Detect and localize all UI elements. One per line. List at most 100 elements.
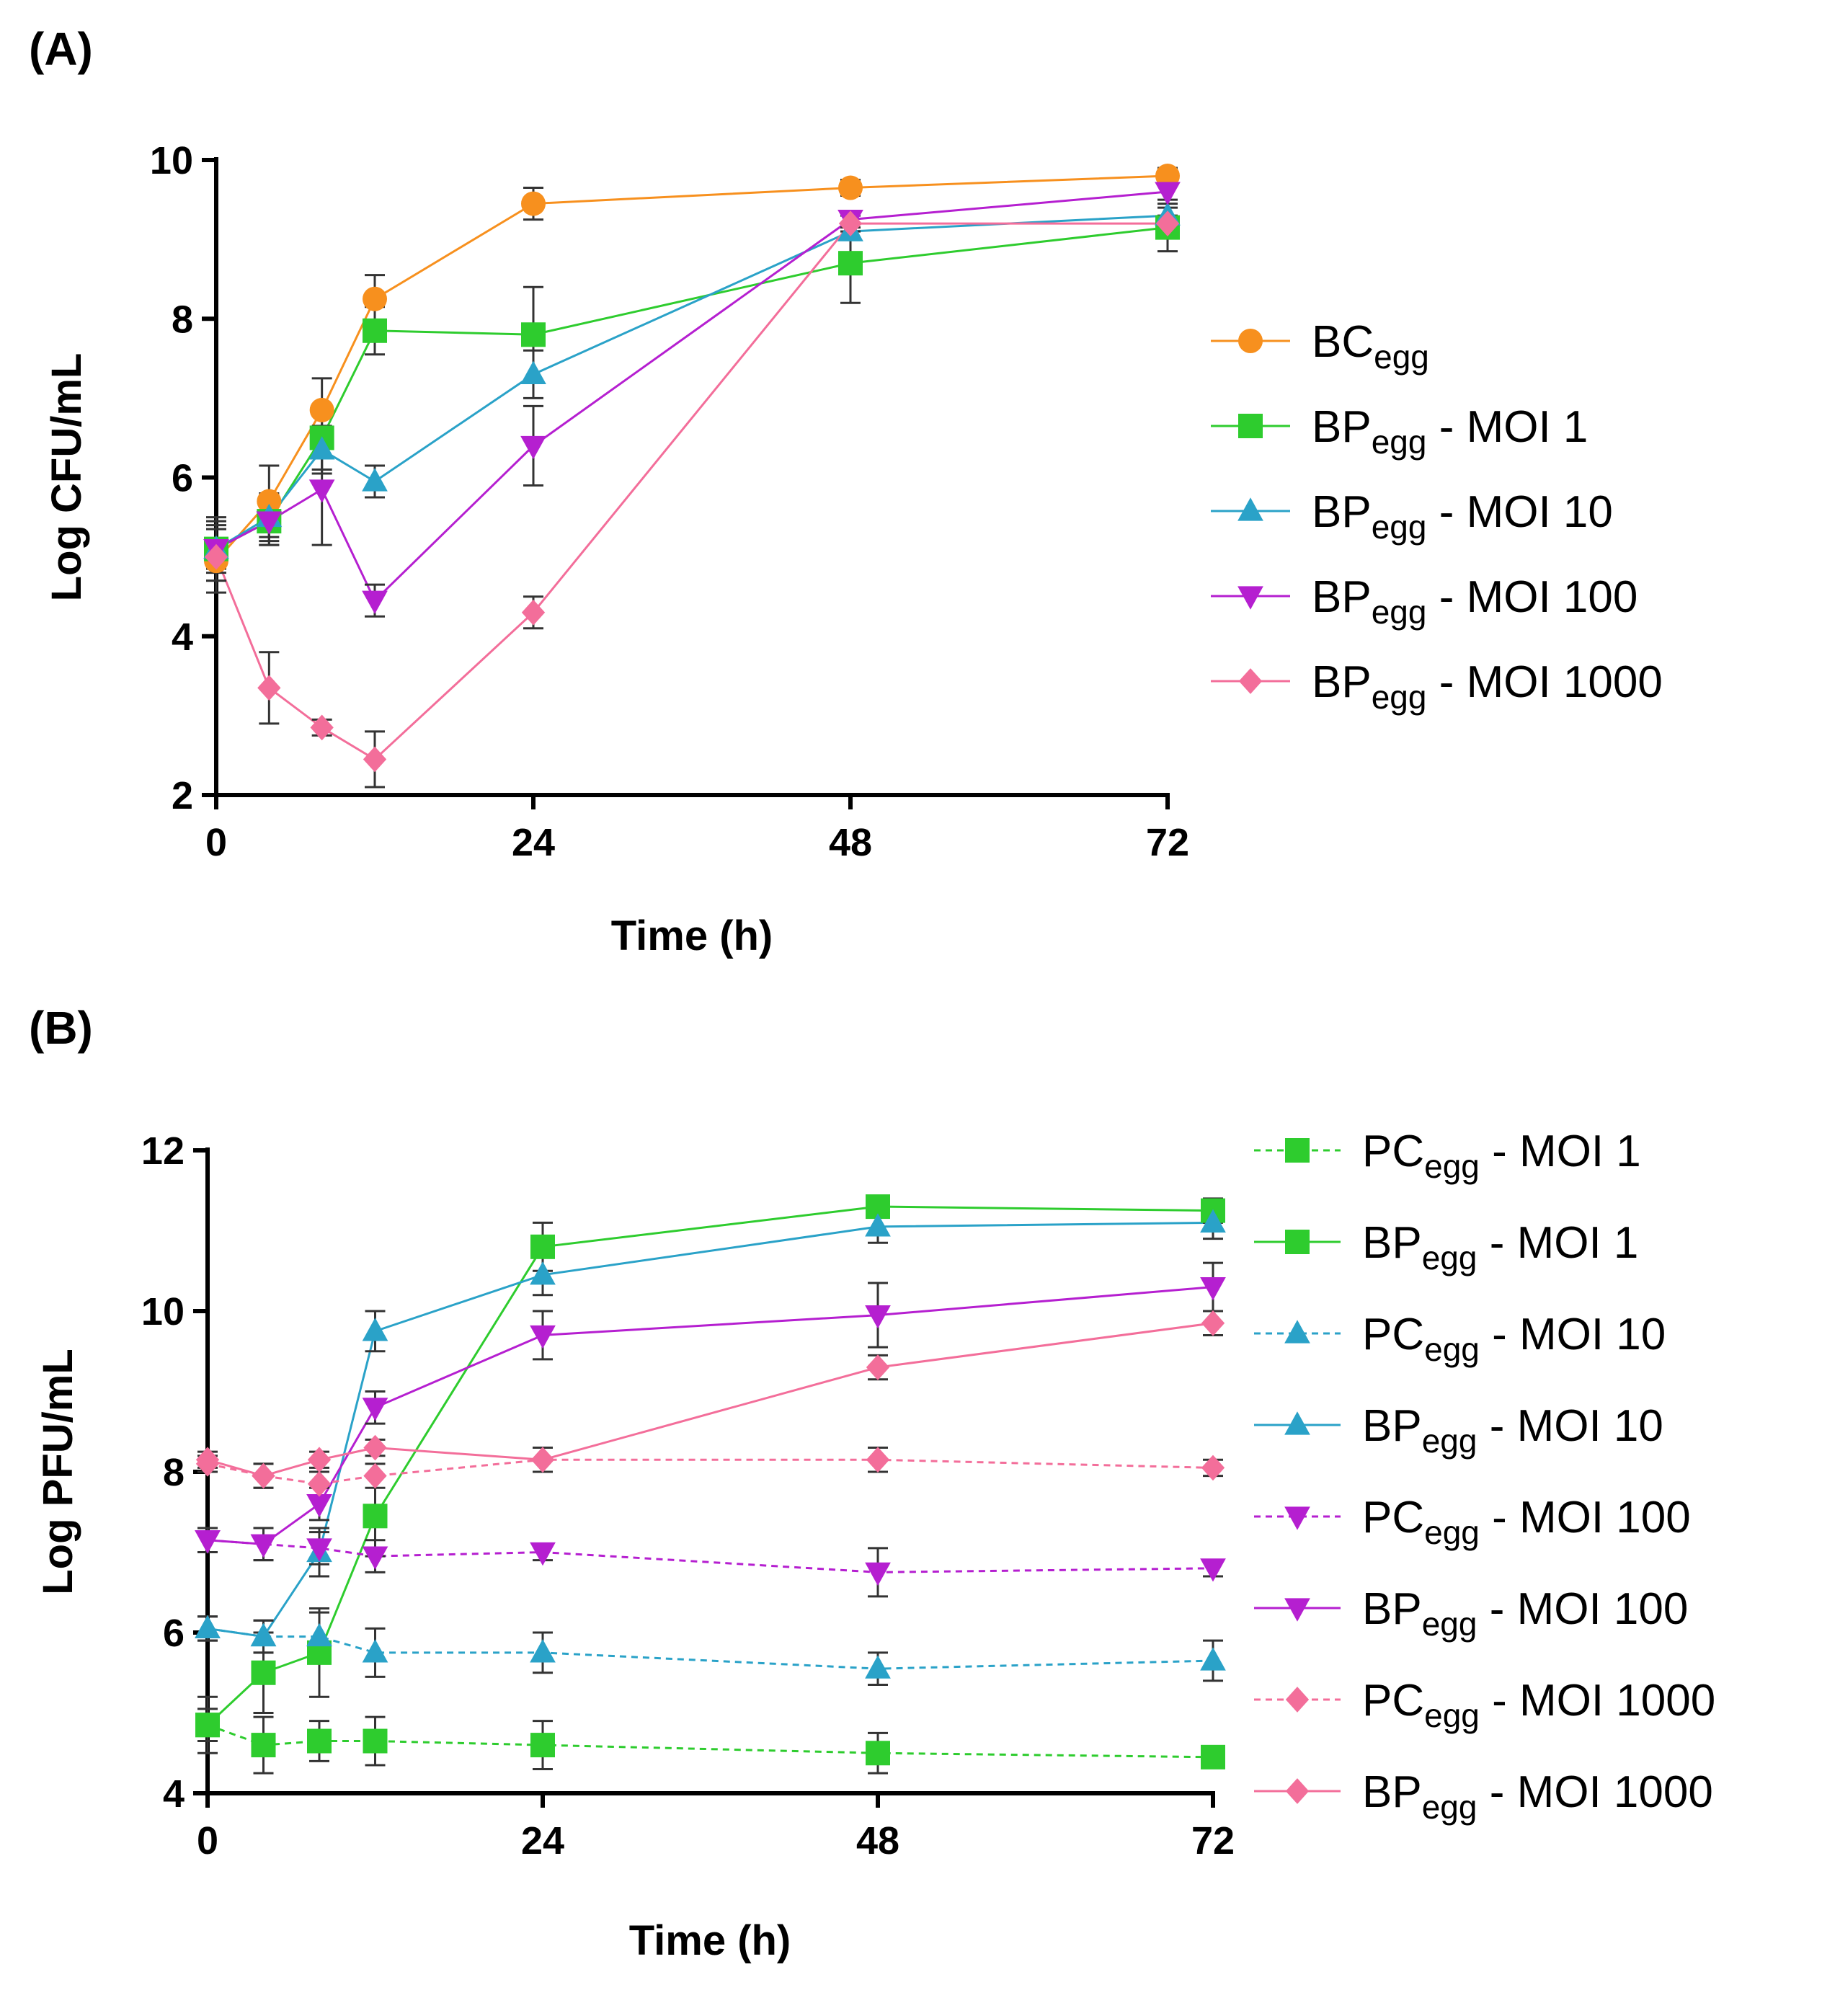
x-tick-label: 48 <box>829 821 872 864</box>
data-point <box>530 1447 555 1473</box>
data-point <box>865 1655 891 1679</box>
series-line <box>207 1458 1214 1486</box>
data-point <box>252 1462 275 1489</box>
data-point <box>363 1462 387 1489</box>
y-tick-label: 4 <box>172 616 193 659</box>
y-axis-title: Log CFU/mL <box>43 353 90 602</box>
data-point <box>530 1234 555 1259</box>
data-point <box>838 210 863 236</box>
legend-item: BCegg <box>1211 317 1429 376</box>
x-tick-label: 24 <box>512 821 555 864</box>
data-point <box>257 489 282 514</box>
data-point <box>251 1733 276 1758</box>
data-point <box>865 1305 891 1329</box>
y-tick-label: 10 <box>141 1290 185 1333</box>
data-point <box>1201 1455 1225 1481</box>
data-point <box>362 1639 388 1663</box>
series-line <box>207 1221 1214 1638</box>
legend-marker <box>1237 586 1263 610</box>
x-tick-label: 0 <box>205 821 227 864</box>
x-tick-label: 24 <box>521 1819 564 1862</box>
legend-marker <box>1238 414 1263 438</box>
data-point <box>1155 210 1180 236</box>
data-point <box>362 1398 388 1421</box>
legend-marker <box>1237 497 1263 521</box>
data-point <box>1200 1276 1226 1301</box>
legend-label: BPegg - MOI 1 <box>1362 1218 1638 1276</box>
data-point <box>362 468 388 492</box>
series-line <box>207 1286 1214 1545</box>
data-point <box>865 1213 891 1237</box>
legend-marker <box>1285 1230 1310 1254</box>
legend-label: BPegg - MOI 100 <box>1362 1584 1688 1643</box>
panel-label: (B) <box>29 1002 93 1054</box>
data-point <box>195 1530 221 1554</box>
x-axis-title: Time (h) <box>629 1917 791 1964</box>
y-tick-label: 8 <box>163 1451 185 1494</box>
data-point <box>195 1447 220 1473</box>
y-axis-title: Log PFU/mL <box>35 1349 81 1595</box>
data-point <box>195 1713 220 1738</box>
legend-item: BPegg - MOI 1 <box>1211 402 1588 461</box>
data-point <box>307 1470 332 1497</box>
data-point <box>1200 1209 1226 1233</box>
legend-marker <box>1284 1320 1310 1344</box>
data-point <box>363 1728 388 1754</box>
x-tick-label: 48 <box>856 1819 899 1862</box>
legend: BCegg BPegg - MOI 1 BPegg - MOI 10 BPegg - … <box>1211 317 1663 716</box>
legend-marker <box>1284 1598 1310 1622</box>
data-point <box>1200 1558 1226 1582</box>
data-point <box>250 1534 277 1558</box>
legend-item: BPegg - MOI 10 <box>1254 1401 1663 1460</box>
data-point <box>307 1447 332 1473</box>
data-point <box>1155 182 1181 205</box>
y-tick-label: 2 <box>172 774 193 817</box>
data-point <box>363 1434 387 1461</box>
legend-label: BPegg - MOI 1 <box>1312 402 1588 461</box>
data-point <box>309 397 334 422</box>
legend-marker <box>1285 1687 1310 1713</box>
legend-marker <box>1238 668 1263 694</box>
legend-item: BPegg - MOI 1 <box>1254 1218 1638 1276</box>
data-point <box>866 1354 890 1380</box>
data-point <box>521 322 546 347</box>
series-line <box>215 214 1168 550</box>
y-tick-label: 4 <box>163 1772 185 1816</box>
data-point <box>1200 1647 1226 1671</box>
data-point <box>866 1741 890 1766</box>
data-point <box>362 1546 388 1570</box>
legend-marker <box>1285 1138 1310 1163</box>
data-point <box>308 479 335 503</box>
data-point <box>306 1538 332 1562</box>
legend-item: BPegg - MOI 100 <box>1211 572 1637 631</box>
data-point <box>838 175 863 200</box>
data-point <box>195 1615 221 1639</box>
data-point <box>530 1542 556 1566</box>
series-line <box>207 1627 1214 1670</box>
data-point <box>251 1660 276 1685</box>
data-point <box>362 1318 388 1341</box>
data-point <box>204 543 228 570</box>
legend-marker <box>1284 1411 1310 1435</box>
legend-item: PCegg - MOI 1 <box>1254 1127 1641 1185</box>
data-point <box>363 318 387 343</box>
series-line <box>207 1723 1214 1759</box>
data-point <box>257 675 281 701</box>
y-tick-label: 8 <box>172 298 193 341</box>
legend-item: BPegg - MOI 10 <box>1211 487 1613 546</box>
x-tick-label: 72 <box>1191 1819 1235 1862</box>
data-point <box>530 1733 555 1758</box>
legend-label: BPegg - MOI 100 <box>1312 572 1637 631</box>
y-tick-label: 12 <box>141 1129 185 1173</box>
data-point <box>521 599 546 626</box>
series-line <box>215 174 1168 562</box>
data-point <box>1201 1310 1225 1336</box>
data-point <box>363 746 387 773</box>
legend-label: BPegg - MOI 1000 <box>1362 1767 1713 1826</box>
y-tick-label: 10 <box>150 139 193 182</box>
data-point <box>362 590 388 614</box>
panel-label: (A) <box>29 23 93 75</box>
legend-label: PCegg - MOI 100 <box>1362 1493 1691 1551</box>
legend-label: PCegg - MOI 1000 <box>1362 1676 1715 1734</box>
legend-item: BPegg - MOI 1000 <box>1254 1767 1713 1826</box>
